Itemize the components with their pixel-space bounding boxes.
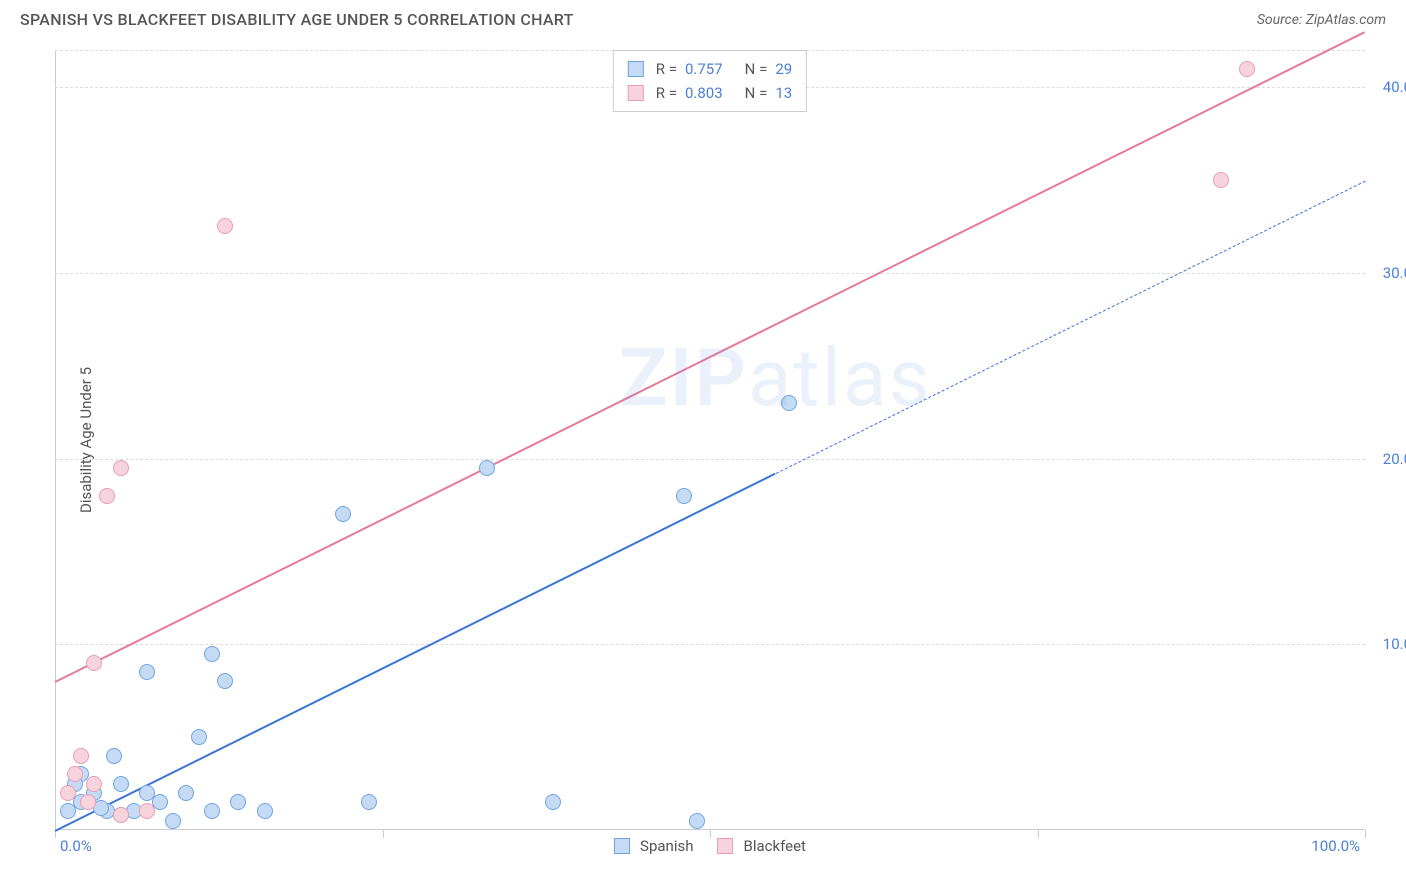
- series-legend: Spanish Blackfeet: [614, 837, 806, 855]
- scatter-point: [191, 729, 207, 745]
- y-axis-label: Disability Age Under 5: [77, 367, 95, 513]
- x-tick: [383, 830, 384, 838]
- r-value: 0.757: [685, 57, 723, 81]
- x-tick: [1038, 830, 1039, 838]
- scatter-point: [335, 506, 351, 522]
- r-value: 0.803: [685, 81, 723, 105]
- legend-swatch: [628, 61, 644, 77]
- scatter-point: [217, 218, 233, 234]
- scatter-point: [113, 460, 129, 476]
- scatter-point: [113, 776, 129, 792]
- chart-area: 10.0%20.0%30.0%40.0% Disability Age Unde…: [55, 50, 1365, 830]
- chart-header: SPANISH VS BLACKFEET DISABILITY AGE UNDE…: [0, 0, 1406, 37]
- y-tick-label: 20.0%: [1383, 450, 1406, 468]
- scatter-point: [257, 803, 273, 819]
- scatter-point: [781, 395, 797, 411]
- y-tick-label: 10.0%: [1383, 635, 1406, 653]
- legend-swatch: [628, 85, 644, 101]
- scatter-point: [178, 785, 194, 801]
- r-label: R =: [656, 57, 677, 81]
- scatter-point: [73, 748, 89, 764]
- legend-item: Spanish: [614, 837, 693, 855]
- n-label: N =: [745, 57, 768, 81]
- scatter-plot: 10.0%20.0%30.0%40.0%: [55, 50, 1365, 830]
- scatter-point: [479, 460, 495, 476]
- legend-swatch: [614, 838, 630, 854]
- legend-row: R = 0.757 N = 29: [628, 57, 792, 81]
- scatter-point: [86, 655, 102, 671]
- legend-label: Blackfeet: [743, 837, 805, 855]
- scatter-point: [67, 766, 83, 782]
- scatter-point: [113, 807, 129, 823]
- trend-line: [55, 473, 776, 832]
- gridline: [55, 273, 1365, 274]
- scatter-point: [80, 794, 96, 810]
- n-label: N =: [745, 81, 768, 105]
- gridline: [55, 644, 1365, 645]
- scatter-point: [106, 748, 122, 764]
- source-label: Source: ZipAtlas.com: [1257, 12, 1386, 28]
- scatter-point: [204, 803, 220, 819]
- scatter-point: [165, 813, 181, 829]
- scatter-point: [676, 488, 692, 504]
- x-axis-label-min: 0.0%: [60, 837, 92, 855]
- scatter-point: [139, 664, 155, 680]
- scatter-point: [1239, 61, 1255, 77]
- scatter-point: [1213, 172, 1229, 188]
- y-tick-label: 40.0%: [1383, 78, 1406, 96]
- scatter-point: [689, 813, 705, 829]
- trend-line: [775, 180, 1365, 473]
- correlation-legend: R = 0.757 N = 29 R = 0.803 N = 13: [613, 50, 807, 112]
- legend-item: Blackfeet: [717, 837, 805, 855]
- y-tick-label: 30.0%: [1383, 264, 1406, 282]
- x-axis-label-max: 100.0%: [1311, 837, 1360, 855]
- legend-swatch: [717, 838, 733, 854]
- n-value: 29: [775, 57, 792, 81]
- scatter-point: [217, 673, 233, 689]
- scatter-point: [230, 794, 246, 810]
- scatter-point: [86, 776, 102, 792]
- y-axis-border: [55, 50, 56, 830]
- trend-line: [55, 32, 1366, 684]
- chart-title: SPANISH VS BLACKFEET DISABILITY AGE UNDE…: [20, 10, 574, 29]
- r-label: R =: [656, 81, 677, 105]
- scatter-point: [545, 794, 561, 810]
- scatter-point: [99, 488, 115, 504]
- scatter-point: [60, 785, 76, 801]
- scatter-point: [204, 646, 220, 662]
- gridline: [55, 459, 1365, 460]
- scatter-point: [361, 794, 377, 810]
- x-tick: [1365, 830, 1366, 838]
- legend-label: Spanish: [640, 837, 693, 855]
- legend-row: R = 0.803 N = 13: [628, 81, 792, 105]
- n-value: 13: [775, 81, 792, 105]
- scatter-point: [139, 803, 155, 819]
